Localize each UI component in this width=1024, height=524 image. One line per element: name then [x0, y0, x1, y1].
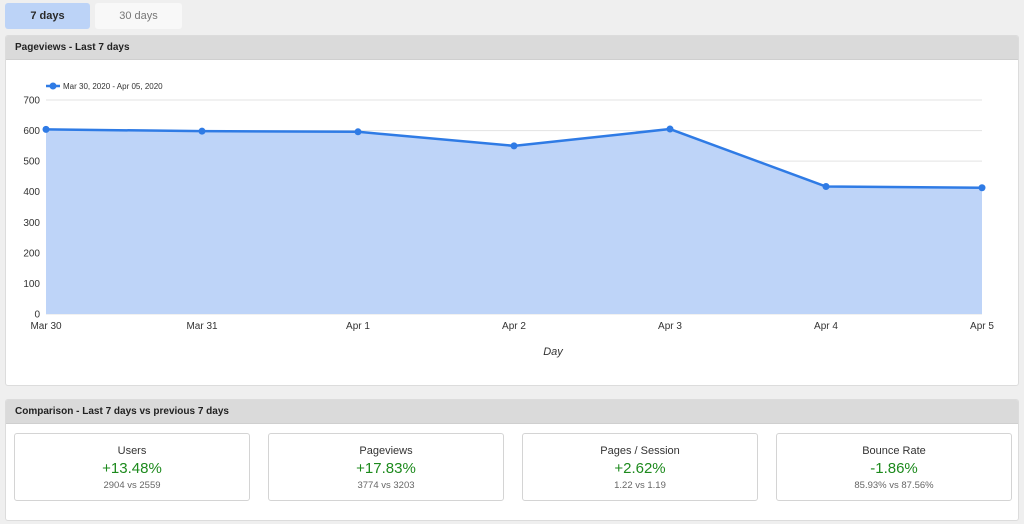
bounce-rate-detail: 85.93% vs 87.56%	[854, 480, 934, 491]
x-tick-label: Mar 31	[186, 321, 218, 332]
y-tick-label: 200	[23, 248, 40, 259]
pages-per-session-card: Pages / Session +2.62% 1.22 vs 1.19	[522, 433, 758, 501]
bounce-rate-change: -1.86%	[870, 460, 918, 477]
y-tick-label: 0	[34, 310, 40, 321]
tab-30-days[interactable]: 30 days	[95, 3, 182, 29]
bounce-rate-card: Bounce Rate -1.86% 85.93% vs 87.56%	[776, 433, 1012, 501]
data-point	[510, 142, 518, 150]
data-point	[978, 184, 986, 192]
x-tick-label: Apr 1	[346, 321, 370, 332]
pageviews-panel: Pageviews - Last 7 days 0 100 200 300 400 500…	[5, 35, 1019, 386]
bounce-rate-label: Bounce Rate	[862, 445, 926, 457]
y-tick-label: 700	[23, 96, 40, 107]
y-tick-label: 600	[23, 126, 40, 137]
x-tick-label: Mar 30	[30, 321, 62, 332]
y-tick-label: 400	[23, 187, 40, 198]
series-area	[46, 129, 982, 314]
data-point	[354, 128, 362, 136]
legend-marker	[49, 82, 57, 90]
pageviews-panel-title: Pageviews - Last 7 days	[6, 36, 1018, 60]
x-axis-title: Day	[543, 346, 564, 358]
comparison-panel: Comparison - Last 7 days vs previous 7 d…	[5, 399, 1019, 521]
pageviews-change: +17.83%	[356, 460, 416, 477]
x-tick-label: Apr 3	[658, 321, 682, 332]
pageviews-chart: 0 100 200 300 400 500 600 700 Mar 30 Mar 31 Apr 1 A…	[23, 82, 994, 358]
users-card: Users +13.48% 2904 vs 2559	[14, 433, 250, 501]
users-label: Users	[117, 445, 147, 457]
pages-per-session-detail: 1.22 vs 1.19	[614, 480, 666, 491]
pageviews-card: Pageviews +17.83% 3774 vs 3203	[268, 433, 504, 501]
legend-label: Mar 30, 2020 - Apr 05, 2020	[63, 82, 163, 91]
data-point	[666, 125, 674, 133]
pageviews-detail: 3774 vs 3203	[357, 480, 415, 491]
y-tick-label: 500	[23, 157, 40, 168]
x-tick-label: Apr 2	[502, 321, 526, 332]
data-point	[198, 127, 206, 135]
users-detail: 2904 vs 2559	[103, 480, 161, 491]
pages-per-session-change: +2.62%	[614, 460, 666, 477]
x-tick-label: Apr 5	[970, 321, 994, 332]
tab-7-days[interactable]: 7 days	[5, 3, 90, 29]
pages-per-session-label: Pages / Session	[600, 445, 680, 457]
users-change: +13.48%	[102, 460, 162, 477]
y-tick-label: 100	[23, 279, 40, 290]
pageviews-label: Pageviews	[359, 445, 413, 457]
x-tick-label: Apr 4	[814, 321, 838, 332]
comparison-panel-title: Comparison - Last 7 days vs previous 7 d…	[6, 400, 1018, 424]
y-tick-label: 300	[23, 218, 40, 229]
data-point	[822, 183, 830, 191]
data-point	[42, 125, 50, 133]
